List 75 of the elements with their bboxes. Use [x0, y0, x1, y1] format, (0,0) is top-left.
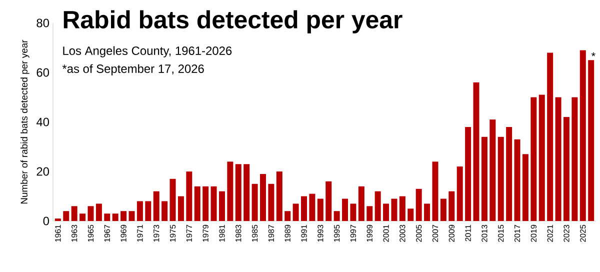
bar	[235, 164, 242, 221]
bar	[71, 206, 78, 221]
bar	[104, 214, 110, 221]
bar	[391, 198, 398, 221]
annotation: *	[591, 52, 596, 56]
chart-title: Rabid bats detected per year	[64, 10, 402, 34]
bar	[170, 178, 176, 221]
bar	[309, 194, 316, 221]
bar	[252, 184, 258, 221]
bar	[448, 191, 455, 221]
bar	[80, 214, 86, 221]
bar	[88, 206, 94, 221]
bar	[96, 204, 102, 221]
bar	[358, 186, 364, 221]
bar	[374, 191, 381, 221]
bar	[498, 136, 504, 221]
y-tick-label: 40	[36, 118, 50, 126]
bar	[276, 172, 282, 221]
bar	[202, 186, 209, 221]
bar	[162, 201, 168, 221]
bar	[227, 162, 234, 221]
bar	[317, 198, 324, 221]
bar	[268, 184, 274, 221]
y-tick-label: 0	[43, 216, 50, 226]
bar	[399, 196, 406, 221]
bar	[128, 211, 135, 221]
annotation: *as of September 17, 2026	[62, 64, 204, 76]
bar	[260, 174, 266, 221]
bar	[424, 204, 430, 221]
bar	[383, 204, 390, 221]
bar	[563, 117, 570, 221]
bar	[514, 139, 520, 221]
bar	[580, 50, 586, 221]
bar	[63, 211, 70, 221]
bar	[473, 82, 480, 221]
bar	[547, 52, 554, 221]
y-tick-label: 80	[36, 18, 50, 28]
bar	[218, 191, 225, 221]
bar	[588, 60, 594, 221]
y-tick-label: 60	[36, 68, 50, 77]
bar	[572, 97, 578, 221]
bar	[210, 186, 217, 221]
bar	[490, 120, 496, 221]
bar	[342, 198, 348, 221]
bar	[136, 201, 143, 221]
bar	[244, 164, 250, 221]
y-tick-label: 20	[36, 167, 50, 176]
bar	[366, 206, 373, 221]
bar	[456, 166, 463, 221]
bar	[522, 154, 528, 221]
bar	[481, 136, 488, 221]
bar	[153, 191, 160, 221]
bar	[416, 188, 422, 221]
bar	[145, 201, 152, 221]
bar	[440, 198, 446, 221]
bar	[432, 162, 438, 221]
bar	[350, 204, 356, 221]
bar	[120, 211, 127, 221]
text: Los Angeles County, 1961-2026	[63, 46, 232, 58]
y-axis-title: Number of rabid bats detected per year	[20, 40, 30, 204]
bar	[334, 211, 340, 221]
bar	[194, 186, 200, 221]
bar	[506, 126, 512, 221]
bar	[284, 211, 291, 221]
bar	[538, 94, 545, 221]
bar	[326, 181, 332, 221]
bar	[530, 97, 537, 221]
bar	[178, 196, 184, 221]
bar	[301, 196, 307, 221]
bar	[408, 208, 414, 221]
bar	[292, 204, 299, 221]
bar	[186, 172, 192, 221]
bar	[555, 97, 562, 221]
bar	[465, 126, 472, 221]
bar	[112, 214, 118, 221]
